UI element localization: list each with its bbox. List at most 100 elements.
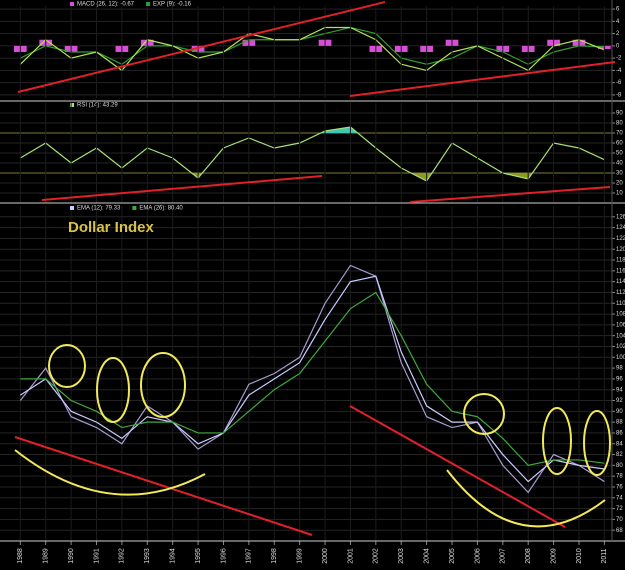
x-tick-label: 1989 <box>43 548 50 564</box>
legend-label: EMA (12): 79.33 <box>77 206 121 212</box>
y-tick-label: 70 <box>616 517 623 523</box>
x-tick-label: 1991 <box>93 548 100 564</box>
series-line <box>19 275 605 483</box>
y-tick-label: 72 <box>616 506 623 512</box>
series-line <box>20 291 605 467</box>
x-tick-label: 2005 <box>449 548 456 564</box>
y-tick-label: 4 <box>616 19 620 25</box>
x-tick-label: 1994 <box>170 548 177 564</box>
y-tick-label: 114 <box>616 279 625 285</box>
x-tick-label: 2000 <box>322 548 329 564</box>
series-line <box>20 126 605 182</box>
y-tick-label: 118 <box>616 258 625 264</box>
y-tick-label: 112 <box>616 290 625 296</box>
x-tick-label: 1990 <box>68 548 75 564</box>
y-tick-label: 104 <box>616 333 625 339</box>
x-tick-label: 2004 <box>423 548 430 564</box>
y-tick-label: 102 <box>616 344 625 350</box>
y-tick-label: -2 <box>616 56 622 62</box>
legend-swatch <box>132 206 137 210</box>
y-tick-label: 2 <box>616 31 620 37</box>
y-tick-label: 96 <box>616 376 623 382</box>
y-tick-label: 86 <box>616 431 623 437</box>
y-tick-label: -8 <box>616 93 622 99</box>
highlight-ellipse <box>542 407 572 475</box>
x-tick-label: 1992 <box>119 548 126 564</box>
y-tick-label: 60 <box>616 141 623 147</box>
y-tick-label: 90 <box>616 409 623 415</box>
y-tick-label: 94 <box>616 387 623 393</box>
y-tick-label: 20 <box>616 181 623 187</box>
y-tick-label: 116 <box>616 268 625 274</box>
y-tick-label: 70 <box>616 131 623 137</box>
x-tick-label: 2002 <box>373 548 380 564</box>
trend-line <box>409 186 611 203</box>
legend-swatch <box>146 2 151 6</box>
x-tick-label: 1998 <box>271 548 278 564</box>
y-tick-label: 124 <box>616 225 625 231</box>
trend-line <box>349 405 566 528</box>
chart-title: Dollar Index <box>68 219 155 236</box>
y-tick-label: 92 <box>616 398 623 404</box>
annotations <box>14 1 616 536</box>
x-tick-label: 2009 <box>550 548 557 564</box>
legend-label: EXP (9): -0.16 <box>153 2 192 8</box>
y-tick-label: 80 <box>616 463 623 469</box>
x-tick-label: 2011 <box>601 548 608 563</box>
x-tick-label: 2006 <box>474 548 481 564</box>
highlight-ellipse <box>48 344 86 388</box>
x-tick-label: 1993 <box>144 548 151 564</box>
x-tick-label: 2010 <box>576 548 583 564</box>
trend-line <box>349 61 616 97</box>
trend-line <box>41 175 323 201</box>
y-tick-label: -6 <box>616 80 622 86</box>
y-tick-label: 110 <box>616 301 625 307</box>
x-tick-label: 1995 <box>195 548 202 564</box>
y-tick-label: 10 <box>616 191 623 197</box>
y-tick-label: 120 <box>616 247 625 253</box>
y-tick-label: 6 <box>616 7 620 13</box>
highlight-ellipse <box>96 357 130 423</box>
y-tick-label: 0 <box>616 43 620 49</box>
x-tick-label: 1996 <box>220 548 227 564</box>
y-tick-label: 80 <box>616 121 623 127</box>
x-tick-label: 2008 <box>525 548 532 564</box>
y-tick-label: 106 <box>616 322 625 328</box>
legend-swatch <box>70 2 74 6</box>
y-tick-label: 82 <box>616 452 623 458</box>
y-tick-label: 78 <box>616 474 623 480</box>
x-tick-label: 2001 <box>347 548 354 564</box>
x-tick-label: 1988 <box>17 548 24 564</box>
x-tick-label: 2003 <box>398 548 405 564</box>
series-line <box>20 26 605 65</box>
trend-line <box>17 1 386 93</box>
highlight-ellipse <box>463 393 505 435</box>
y-tick-label: 122 <box>616 236 625 242</box>
x-tick-label: 2007 <box>500 548 507 564</box>
y-tick-label: -4 <box>616 68 622 74</box>
series-line <box>19 264 605 494</box>
legend-label: EMA (26): 80.40 <box>139 206 183 212</box>
highlight-ellipse <box>583 410 611 476</box>
y-tick-label: 90 <box>616 111 623 117</box>
legend-label: MACD (26, 12): -0.67 <box>77 2 135 8</box>
x-tick-label: 1997 <box>246 548 253 564</box>
y-tick-label: 76 <box>616 485 623 491</box>
legend-label: RSI (14): 43.29 <box>77 103 118 109</box>
y-tick-label: 74 <box>616 495 623 501</box>
y-tick-label: 40 <box>616 161 623 167</box>
highlight-curve <box>446 469 606 528</box>
y-tick-label: 98 <box>616 366 623 372</box>
highlight-curve <box>14 449 206 496</box>
x-tick-label: 1999 <box>296 548 303 564</box>
y-tick-label: 84 <box>616 441 623 447</box>
highlight-ellipse <box>140 352 186 418</box>
legend-swatch <box>70 103 74 107</box>
y-tick-label: 108 <box>616 312 625 318</box>
y-tick-label: 68 <box>616 528 623 534</box>
trend-line <box>14 436 313 536</box>
y-tick-label: 50 <box>616 151 623 157</box>
